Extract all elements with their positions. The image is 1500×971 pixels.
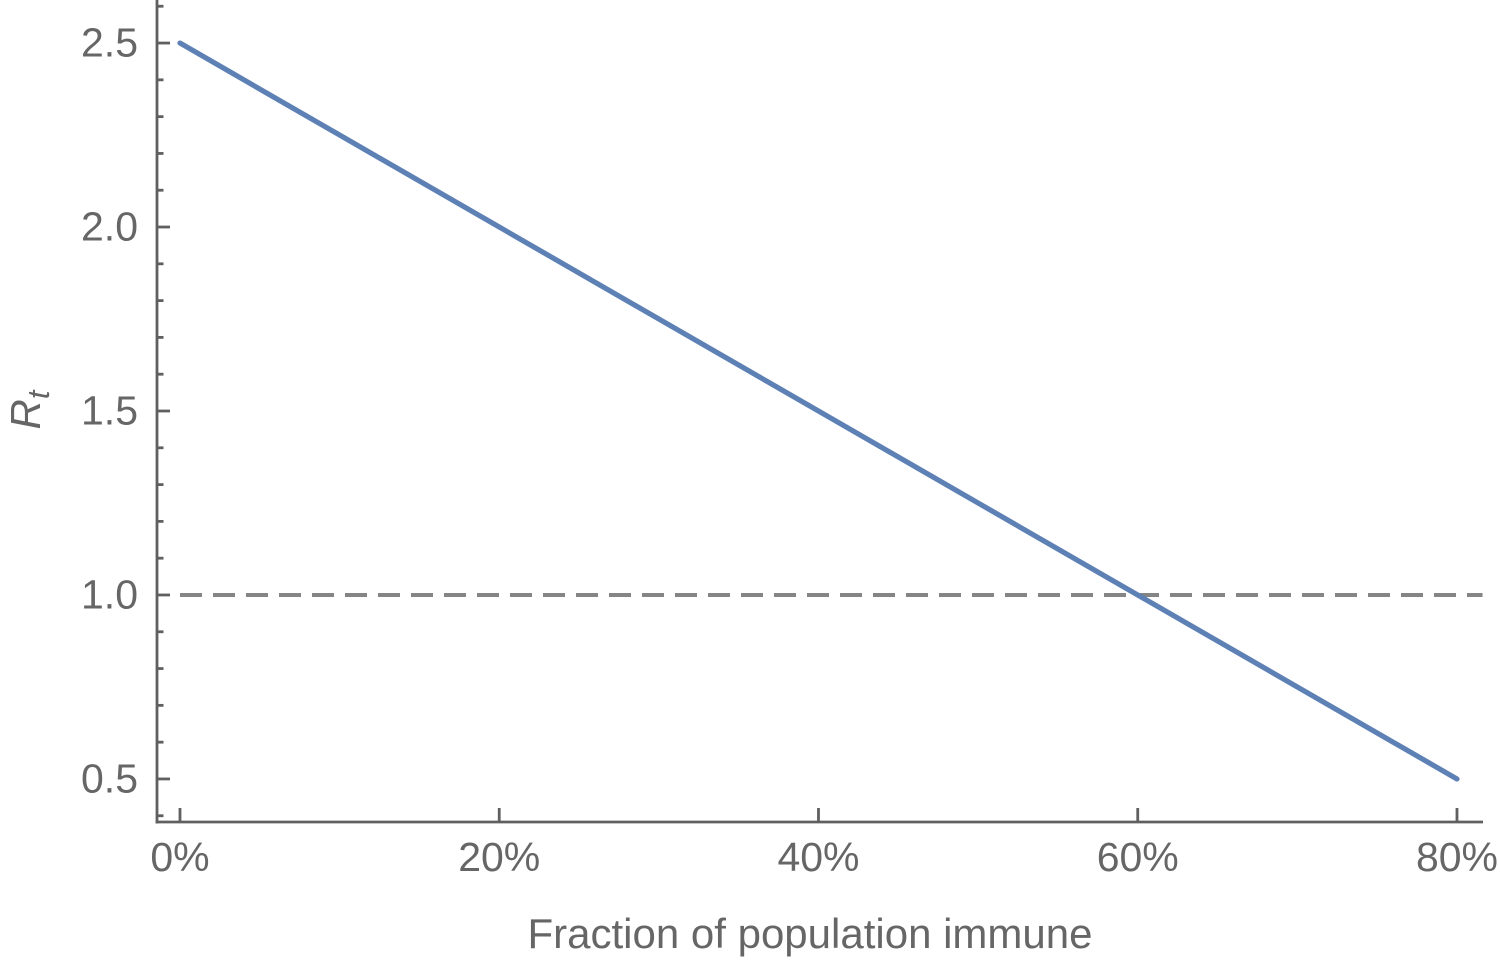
y-tick-label: 0.5 [81, 755, 138, 801]
y-tick-label: 2.5 [81, 20, 138, 66]
x-tick-label: 80% [1416, 834, 1498, 880]
x-tick-label: 40% [777, 834, 859, 880]
x-tick-label: 0% [150, 834, 209, 880]
x-axis-label: Fraction of population immune [528, 910, 1093, 957]
y-tick-label: 2.0 [81, 204, 138, 250]
plot-series [177, 40, 1483, 782]
rt-vs-immunity-line [177, 40, 1460, 782]
x-tick-label: 20% [458, 834, 540, 880]
axes: 0.5 1.0 1.5 2.0 2.5 0% 20% 40% 60% 80% [81, 0, 1498, 880]
y-axis-label: Rt [2, 389, 56, 429]
x-tick-label: 60% [1097, 834, 1179, 880]
y-tick-label: 1.0 [81, 572, 138, 618]
y-tick-label: 1.5 [81, 388, 138, 434]
